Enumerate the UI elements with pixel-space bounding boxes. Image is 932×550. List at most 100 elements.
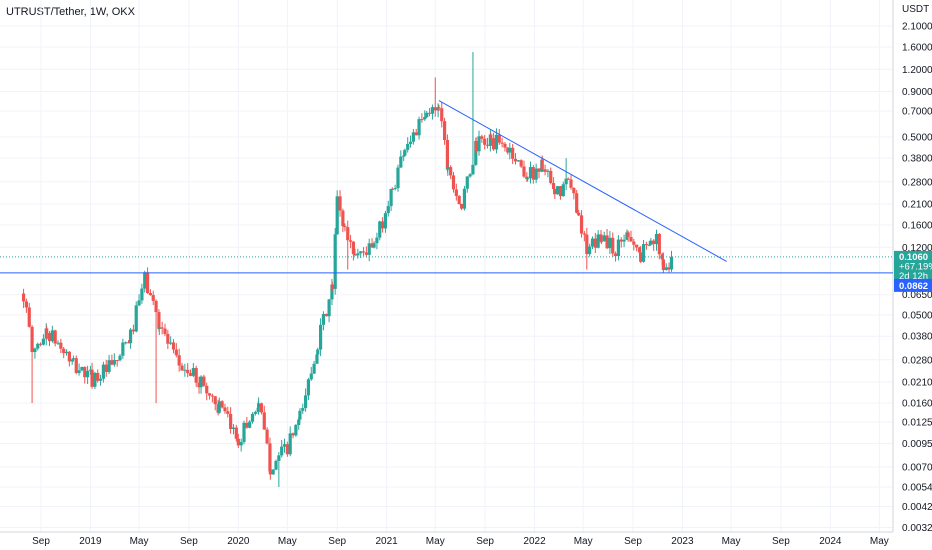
candle-body: [575, 193, 579, 213]
candle-body: [657, 233, 661, 255]
candle-body: [626, 232, 630, 238]
candle-body: [485, 144, 490, 146]
support-price-value: 0.0862: [899, 281, 928, 292]
candle-body: [38, 343, 43, 345]
candle-body: [309, 373, 313, 380]
x-tick-label: 2021: [376, 536, 399, 547]
candle-body: [199, 376, 203, 388]
candle-body: [306, 379, 311, 396]
candle-body: [335, 196, 339, 235]
candle-body: [50, 330, 54, 342]
candle-body: [361, 251, 366, 253]
candle-body: [157, 312, 161, 329]
candle-body: [516, 160, 520, 162]
candle-body: [30, 326, 34, 353]
candle-body: [327, 299, 331, 317]
y-tick-label: 2.1000: [902, 22, 932, 33]
candle-body: [166, 333, 170, 344]
candle-body: [271, 469, 275, 475]
candle-body: [353, 254, 357, 256]
candle-body: [188, 373, 193, 376]
candle-body: [96, 372, 100, 381]
candle-body: [408, 141, 413, 144]
candle-body: [151, 295, 155, 301]
candle-body: [526, 178, 530, 180]
candle-body: [522, 166, 526, 177]
candle-body: [660, 254, 664, 260]
candle-body: [288, 433, 292, 455]
candle-body: [551, 183, 556, 189]
candle-body: [301, 408, 305, 411]
candle-body: [70, 359, 74, 362]
candle-body: [47, 333, 52, 342]
candle-body: [71, 358, 76, 360]
candle-body: [110, 360, 114, 365]
candle-body: [622, 239, 626, 242]
y-tick-label: 0.0380: [902, 332, 932, 343]
candle-body: [253, 411, 257, 414]
candle-body: [268, 443, 272, 472]
y-tick-label: 0.1600: [902, 221, 932, 232]
y-tick-label: 0.0095: [902, 439, 932, 450]
candle-body: [635, 244, 639, 248]
candle-body: [556, 186, 560, 195]
candle-body: [256, 403, 261, 408]
candle-body: [346, 227, 350, 241]
candle-body: [137, 300, 141, 306]
candle-body: [389, 188, 393, 207]
candle-body: [239, 442, 243, 446]
candle-body: [359, 251, 363, 254]
candle-body: [546, 170, 550, 172]
candle-body: [445, 140, 450, 170]
candle-body: [599, 241, 603, 243]
candle-body: [85, 370, 90, 378]
candle-body: [494, 134, 499, 150]
candle-body: [157, 327, 161, 329]
candle-body: [98, 378, 103, 381]
candle-body: [223, 407, 227, 412]
candle-body: [226, 411, 230, 414]
candle-body: [148, 293, 153, 296]
candle-body: [596, 234, 600, 248]
candle-body: [661, 259, 665, 270]
candle-body: [77, 370, 81, 373]
candle-body: [321, 314, 326, 325]
candle-body: [383, 213, 388, 229]
y-tick-label: 0.9000: [902, 87, 932, 98]
candle-body: [174, 349, 178, 356]
x-tick-label: 2022: [523, 536, 546, 547]
last-price-change: +67.19%: [899, 261, 932, 272]
candle-body: [171, 342, 176, 350]
candle-body: [474, 141, 478, 165]
x-tick-label: Sep: [328, 536, 346, 547]
candle-body: [145, 272, 150, 294]
candle-body: [483, 138, 487, 145]
y-tick-label: 0.0070: [902, 462, 932, 473]
candle-body: [372, 243, 376, 248]
candle-body: [537, 168, 541, 172]
candle-body: [191, 367, 195, 376]
candle-body: [561, 184, 565, 197]
candle-body: [220, 401, 224, 408]
candle-body: [24, 301, 29, 308]
x-tick-label: May: [278, 536, 297, 547]
candle-body: [629, 237, 633, 242]
candle-body: [126, 342, 131, 344]
y-tick-label: 0.7000: [902, 106, 932, 117]
x-tick-label: Sep: [476, 536, 494, 547]
x-tick-label: May: [574, 536, 593, 547]
last-price-tag: [894, 250, 932, 281]
candle-body: [291, 433, 295, 436]
candle-body: [294, 425, 298, 436]
candle-body: [59, 342, 63, 349]
candle-body: [477, 136, 481, 152]
candle-body: [364, 252, 368, 255]
candle-body: [33, 348, 37, 353]
candle-body: [36, 343, 40, 349]
candle-body: [414, 132, 418, 136]
candle-body: [285, 444, 289, 455]
candle-body: [585, 234, 589, 255]
candle-body: [180, 365, 184, 371]
candle-body: [528, 167, 533, 179]
